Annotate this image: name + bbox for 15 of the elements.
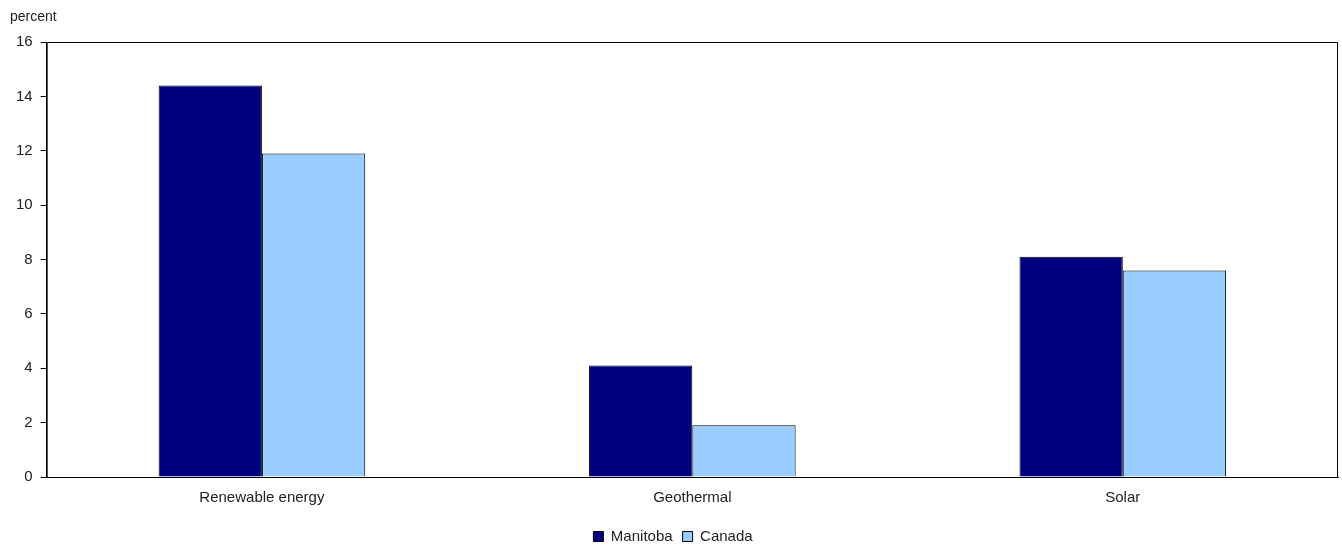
y-tick-label: 4 (24, 358, 33, 376)
x-tick-label: Renewable energy (199, 488, 325, 506)
y-axis-title: percent (10, 7, 57, 24)
x-tick-label: Solar (1105, 488, 1141, 506)
y-tick-label: 14 (16, 86, 33, 104)
y-tick-label: 0 (24, 467, 33, 485)
y-tick-label: 6 (24, 304, 33, 322)
y-tick-label: 16 (16, 32, 33, 50)
legend-label: Canada (700, 526, 754, 544)
legend-label: Manitoba (610, 526, 674, 544)
y-tick-label: 8 (24, 249, 33, 267)
y-tick-label: 12 (16, 140, 33, 158)
y-tick-label: 10 (16, 195, 33, 213)
y-tick-label: 2 (24, 412, 33, 430)
x-tick-label: Geothermal (653, 488, 732, 506)
